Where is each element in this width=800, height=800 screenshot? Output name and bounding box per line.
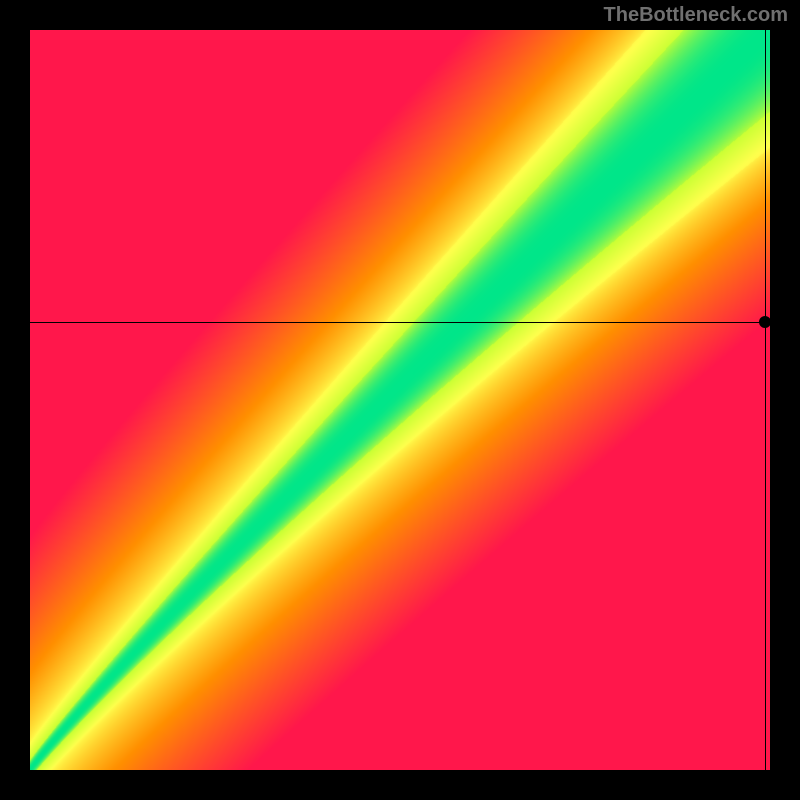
watermark-text: TheBottleneck.com bbox=[604, 4, 788, 27]
heatmap-canvas bbox=[30, 30, 770, 770]
crosshair-horizontal bbox=[30, 322, 770, 323]
crosshair-marker bbox=[759, 316, 771, 328]
crosshair-vertical bbox=[765, 30, 766, 770]
heatmap-plot bbox=[30, 30, 770, 770]
